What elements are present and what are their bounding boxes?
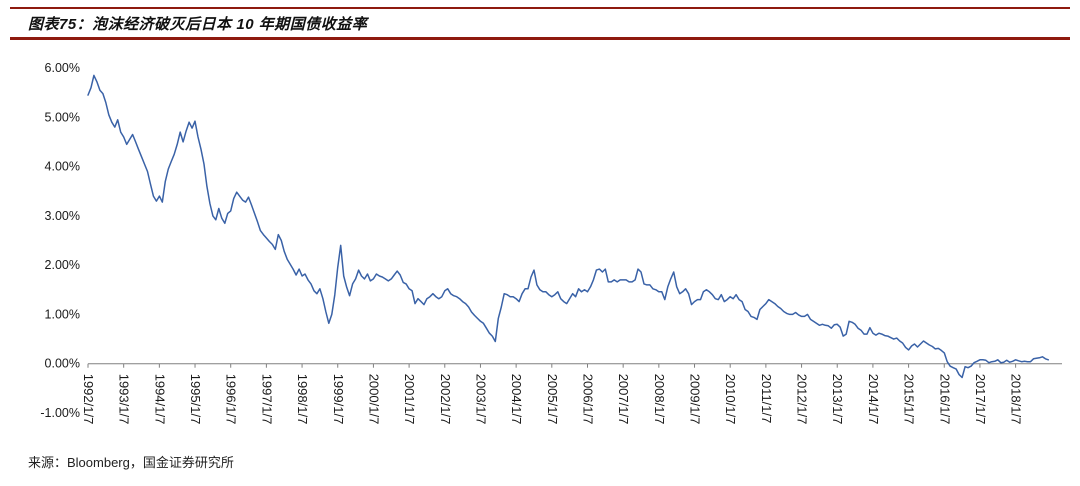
x-tick-label: 2011/1/7 (759, 374, 774, 424)
yield-series-line (87, 74, 1050, 379)
y-tick-label: 2.00% (45, 258, 80, 272)
x-tick-label: 2002/1/7 (438, 374, 453, 425)
x-tick-label: 2001/1/7 (402, 374, 417, 425)
top-rule (10, 7, 1070, 9)
x-tick-label: 1995/1/7 (188, 374, 203, 425)
x-tick-label: 2016/1/7 (937, 374, 952, 425)
source-note: 来源：Bloomberg，国金证券研究所 (28, 455, 234, 470)
x-tick-label: 2014/1/7 (866, 374, 881, 425)
x-tick-label: 1994/1/7 (152, 374, 167, 425)
x-tick-label: 2003/1/7 (473, 374, 488, 425)
x-tick-label: 1993/1/7 (117, 374, 132, 425)
y-tick-label: 6.00% (45, 61, 80, 75)
jgb-10y-yield-line-chart: 6.00% 5.00% 4.00% 3.00% 2.00% 1.00% 0.00% -1.00… (40, 61, 1062, 425)
x-tick-label: 2005/1/7 (545, 374, 560, 425)
x-tick-label: 2009/1/7 (688, 374, 703, 425)
x-tick-label: 2000/1/7 (366, 374, 381, 425)
x-tick-label: 1996/1/7 (224, 374, 239, 425)
x-tick-label: 1992/1/7 (81, 374, 96, 425)
x-tick-label: 1999/1/7 (331, 374, 346, 425)
x-tick-label: 2018/1/7 (1009, 374, 1024, 425)
x-tick-label: 1998/1/7 (295, 374, 310, 425)
title-underline-rule (10, 37, 1070, 40)
x-tick-label: 2010/1/7 (723, 374, 738, 425)
x-tick-label: 2007/1/7 (616, 374, 631, 425)
x-tick-label: 2006/1/7 (580, 374, 595, 425)
y-tick-label: -1.00% (40, 406, 80, 420)
y-tick-label: 0.00% (45, 357, 80, 371)
x-tick-label: 2015/1/7 (902, 374, 917, 425)
y-tick-label: 5.00% (45, 110, 80, 124)
y-tick-label: 1.00% (45, 307, 80, 321)
x-tick-label: 2008/1/7 (652, 374, 667, 425)
y-tick-label: 3.00% (45, 209, 80, 223)
x-tick-label: 1997/1/7 (259, 374, 274, 425)
x-tick-label: 2013/1/7 (830, 374, 845, 425)
x-tick-label: 2012/1/7 (795, 374, 810, 425)
figure-title: 图表75：泡沫经济破灭后日本 10 年期国债收益率 (28, 16, 368, 33)
x-tick-label: 2004/1/7 (509, 374, 524, 425)
x-tick-label: 2017/1/7 (973, 374, 988, 425)
figure-title-row: 图表75：泡沫经济破灭后日本 10 年期国债收益率 (0, 9, 1080, 37)
y-tick-label: 4.00% (45, 160, 80, 174)
